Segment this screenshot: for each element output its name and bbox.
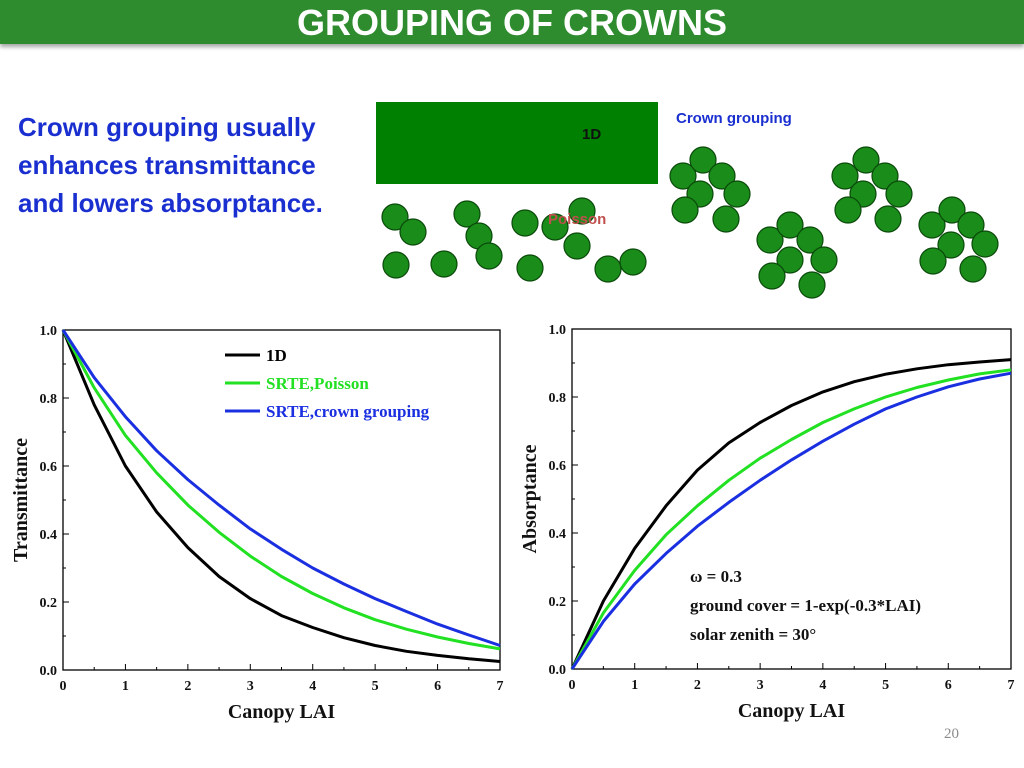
x-tick-label: 4 — [819, 678, 826, 693]
y-tick-label: 0.8 — [549, 391, 567, 406]
y-tick-label: 0.2 — [40, 596, 58, 611]
series-line — [570, 368, 1012, 670]
tree-crown — [568, 197, 596, 225]
x-axis-label: Canopy LAI — [738, 700, 845, 722]
legend-label: SRTE,Poisson — [266, 374, 369, 393]
tree-crown — [708, 162, 736, 190]
x-tick-label: 2 — [694, 678, 701, 693]
tree-crown — [758, 262, 786, 290]
slide-title: GROUPING OF CROWNS — [297, 2, 727, 43]
tree-crown — [798, 271, 826, 299]
tree-crown — [919, 247, 947, 275]
y-axis-label: Transmittance — [10, 438, 32, 562]
tree-crown — [834, 196, 862, 224]
tree-crown — [885, 180, 913, 208]
chart-annotation: ω = 0.3 — [690, 567, 742, 586]
tree-crown — [918, 211, 946, 239]
tree-crown — [594, 255, 622, 283]
x-tick-label: 3 — [247, 679, 254, 694]
series-line — [570, 371, 1012, 670]
tree-crown — [541, 213, 569, 241]
x-tick-label: 6 — [434, 679, 441, 694]
tree-crown — [971, 230, 999, 258]
transmittance-chart: 0 1 2 3 4 5 6 7 0.0 0.2 0.4 0.6 0.8 1.0 Canopy LAI Tran… — [10, 324, 504, 723]
legend-label: SRTE,crown grouping — [266, 402, 430, 421]
tree-crown — [399, 218, 427, 246]
intro-text: Crown grouping usually enhances transmit… — [18, 112, 323, 218]
tree-crown — [671, 196, 699, 224]
x-tick-label: 1 — [631, 678, 638, 693]
x-tick-label: 0 — [569, 678, 576, 693]
x-tick-label: 3 — [757, 678, 764, 693]
tree-crown — [619, 248, 647, 276]
page-number: 20 — [944, 726, 959, 742]
series-line — [61, 329, 501, 651]
tree-crown — [810, 246, 838, 274]
tree-crown — [563, 232, 591, 260]
tree-crown — [937, 231, 965, 259]
one-d-canopy-block — [376, 102, 658, 184]
tree-crown — [453, 200, 481, 228]
y-tick-label: 0.0 — [40, 664, 58, 679]
y-tick-label: 0.4 — [40, 528, 58, 543]
tree-crown — [381, 203, 409, 231]
tree-crown — [852, 146, 880, 174]
y-tick-label: 0.6 — [549, 459, 567, 474]
tree-crown — [871, 162, 899, 190]
tree-crown — [938, 196, 966, 224]
x-axis-label: Canopy LAI — [228, 701, 335, 723]
x-tick-label: 0 — [60, 679, 67, 694]
title-bar: GROUPING OF CROWNS — [0, 0, 1024, 44]
x-tick-label: 2 — [184, 679, 191, 694]
x-tick-label: 5 — [882, 678, 889, 693]
tree-crown — [382, 251, 410, 279]
y-tick-label: 0.4 — [549, 527, 567, 542]
tree-crown — [669, 162, 697, 190]
label-poisson: Poisson — [548, 211, 607, 228]
x-tick-label: 7 — [497, 679, 504, 694]
label-crown-grouping: Crown grouping — [676, 110, 792, 127]
tree-crown — [831, 162, 859, 190]
tree-crown — [874, 205, 902, 233]
tree-crown — [756, 226, 784, 254]
tree-crown — [957, 211, 985, 239]
legend-label: 1D — [266, 346, 287, 365]
x-tick-label: 1 — [122, 679, 129, 694]
y-tick-label: 0.8 — [40, 392, 58, 407]
tree-crown — [475, 242, 503, 270]
series-line — [61, 329, 501, 663]
tree-crown — [430, 250, 458, 278]
chart-annotation: solar zenith = 30° — [690, 625, 816, 644]
y-tick-label: 1.0 — [40, 324, 58, 339]
tree-crown — [712, 205, 740, 233]
tree-crown — [689, 146, 717, 174]
series-line — [61, 329, 501, 647]
x-tick-label: 4 — [309, 679, 316, 694]
absorptance-chart: 0 1 2 3 4 5 6 7 0.0 0.2 0.4 0.6 0.8 1.0 Canopy LAI Abso… — [519, 323, 1015, 722]
x-tick-label: 6 — [945, 678, 952, 693]
tree-crown — [776, 211, 804, 239]
label-1d: 1D — [582, 126, 602, 143]
tree-crown — [511, 209, 539, 237]
chart-annotation: ground cover = 1-exp(-0.3*LAI) — [690, 596, 921, 615]
y-tick-label: 0.0 — [549, 663, 567, 678]
tree-crown — [516, 254, 544, 282]
series-line — [570, 358, 1012, 670]
tree-crown — [796, 226, 824, 254]
x-tick-label: 5 — [372, 679, 379, 694]
y-axis-label: Absorptance — [519, 444, 541, 553]
tree-crown — [959, 255, 987, 283]
y-tick-label: 0.2 — [549, 595, 567, 610]
crown-diagram — [381, 146, 999, 299]
tree-crown — [776, 246, 804, 274]
y-tick-label: 1.0 — [549, 323, 567, 338]
x-tick-label: 7 — [1008, 678, 1015, 693]
y-tick-label: 0.6 — [40, 460, 58, 475]
tree-crown — [723, 180, 751, 208]
